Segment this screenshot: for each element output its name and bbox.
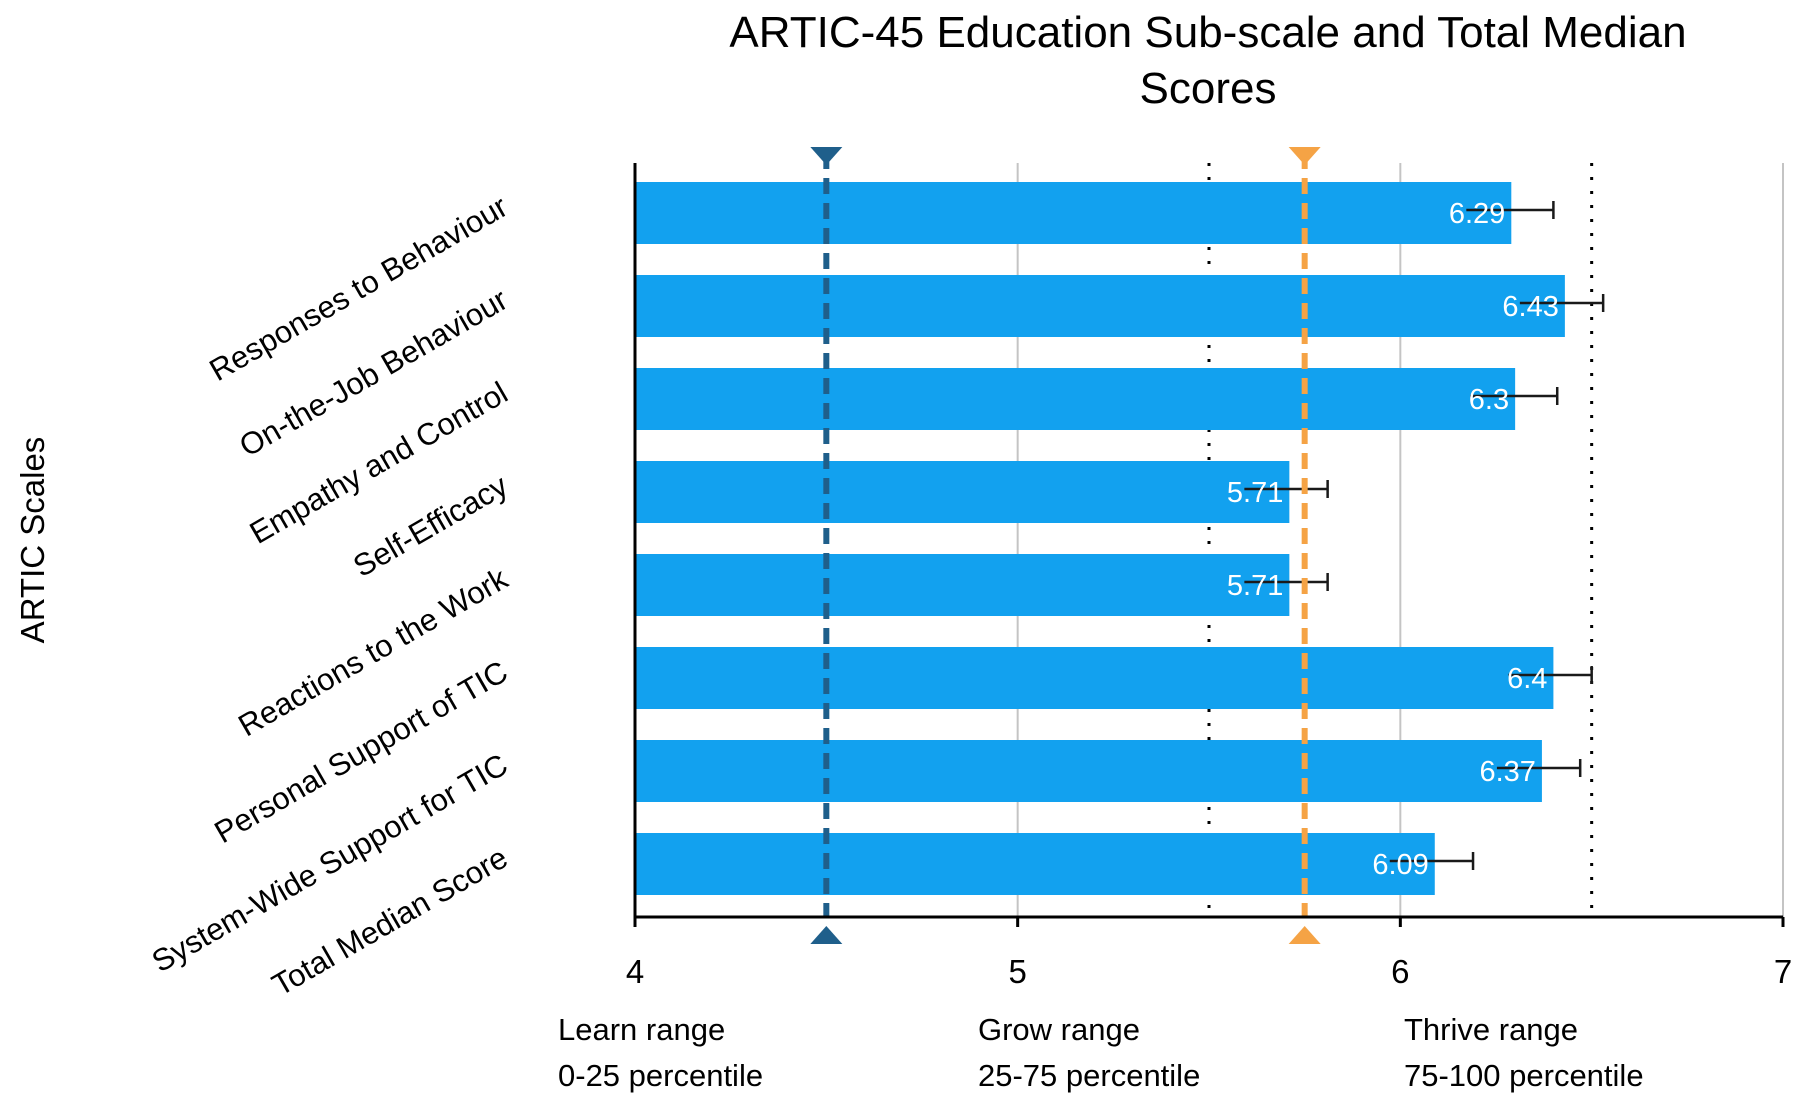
- range-label-0: Learn range: [558, 1012, 725, 1047]
- bar-0: [635, 182, 1512, 244]
- value-label-0: 6.29: [1449, 198, 1505, 230]
- chart-title: ARTIC-45 Education Sub-scale and Total M…: [729, 8, 1686, 113]
- category-label-1: On-the-Job Behaviour: [233, 282, 513, 464]
- reference-marker-top-0: [810, 147, 843, 165]
- category-label-2: Empathy and Control: [244, 375, 514, 551]
- range-sublabel-0: 0-25 percentile: [558, 1058, 763, 1093]
- bar-4: [635, 554, 1290, 616]
- range-sublabel-1: 25-75 percentile: [978, 1058, 1200, 1093]
- category-label-0: Responses to Behaviour: [203, 189, 513, 388]
- bar-5: [635, 647, 1554, 709]
- value-label-6: 6.37: [1479, 756, 1535, 788]
- range-sublabel-2: 75-100 percentile: [1404, 1058, 1644, 1093]
- reference-marker-bottom-1: [1288, 926, 1321, 944]
- bar-2: [635, 368, 1516, 430]
- range-label-2: Thrive range: [1404, 1012, 1578, 1047]
- bar-3: [635, 461, 1290, 523]
- category-label-4: Reactions to the Work: [232, 561, 514, 744]
- value-label-1: 6.43: [1502, 291, 1558, 323]
- value-label-3: 5.71: [1227, 477, 1283, 509]
- reference-layer: [810, 147, 1321, 944]
- range-label-1: Grow range: [978, 1012, 1140, 1047]
- bar-7: [635, 833, 1435, 895]
- axis-layer: 4 5 6 7: [626, 163, 1792, 990]
- x-tick-label-4: 4: [626, 953, 644, 990]
- x-tick-label-5: 5: [1008, 953, 1026, 990]
- category-label-5: Personal Support of TIC: [208, 654, 513, 850]
- bar-1: [635, 275, 1565, 337]
- chart-title-line-2: Scores: [1140, 64, 1277, 113]
- x-tick-label-6: 6: [1391, 953, 1409, 990]
- value-label-2: 6.3: [1469, 384, 1509, 416]
- y-axis-title: ARTIC Scales: [14, 437, 51, 644]
- chart-title-line-1: ARTIC-45 Education Sub-scale and Total M…: [729, 8, 1686, 57]
- reference-marker-top-1: [1288, 147, 1321, 165]
- value-label-4: 5.71: [1227, 570, 1283, 602]
- bar-6: [635, 740, 1542, 802]
- value-label-7: 6.09: [1372, 849, 1428, 881]
- value-label-5: 6.4: [1507, 663, 1547, 695]
- reference-marker-bottom-0: [810, 926, 843, 944]
- bar-layer: [635, 182, 1605, 895]
- x-tick-label-7: 7: [1774, 953, 1792, 990]
